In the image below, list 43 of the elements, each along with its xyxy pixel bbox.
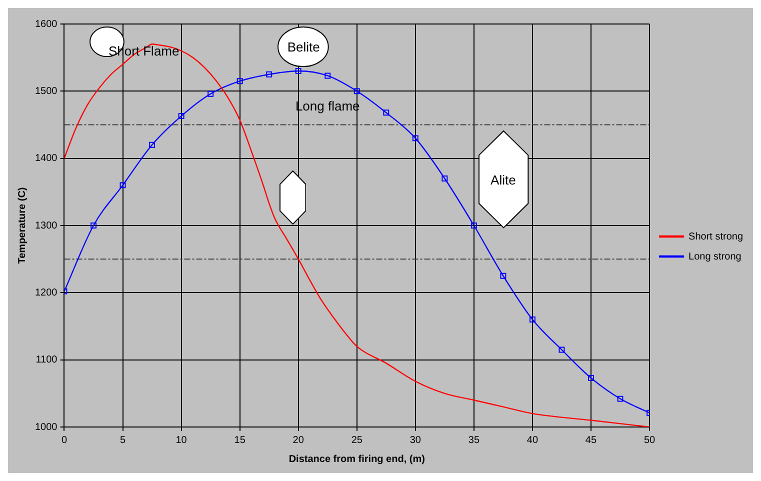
- point: [617, 396, 624, 402]
- point: [90, 222, 96, 228]
- x-tick-label: 25: [351, 434, 363, 446]
- annotation: Belite: [287, 39, 320, 54]
- point: [442, 176, 448, 182]
- x-tick-label: 35: [468, 434, 480, 446]
- x-tick-label: 15: [234, 434, 246, 446]
- point: [120, 182, 126, 188]
- x-tick-label: 50: [644, 434, 656, 446]
- x-tick-label: 20: [292, 434, 304, 446]
- point: [324, 72, 331, 79]
- y-axis-title: Temperature (C): [16, 187, 28, 264]
- x-tick-label: 30: [410, 434, 422, 446]
- legend-label: Short strong: [688, 231, 744, 242]
- legend-label: Long strong: [688, 251, 742, 262]
- y-tick-label: 1100: [36, 354, 58, 366]
- x-axis-title: Distance from firing end, (m): [288, 454, 425, 465]
- point: [588, 374, 594, 381]
- point: [383, 110, 390, 116]
- x-tick-label: 40: [526, 434, 538, 446]
- x-tick-label: 5: [120, 434, 126, 446]
- point: [558, 346, 565, 353]
- point: [266, 71, 272, 78]
- x-tick-label: 45: [585, 434, 597, 446]
- y-tick-label: 1600: [34, 18, 58, 30]
- point: [500, 272, 506, 279]
- point: [149, 142, 156, 148]
- point: [354, 88, 360, 94]
- point: [529, 316, 536, 323]
- x-tick-label: 0: [61, 434, 68, 446]
- annotation: Alite: [490, 172, 516, 188]
- y-tick-label: 1400: [34, 153, 58, 164]
- point: [412, 135, 418, 142]
- y-tick-label: 1500: [34, 86, 58, 97]
- y-tick-label: 1300: [34, 220, 58, 232]
- y-tick-label: 1200: [34, 287, 58, 298]
- point: [295, 68, 302, 74]
- y-tick-label: 1000: [34, 422, 58, 433]
- point: [178, 113, 184, 119]
- point: [470, 222, 477, 228]
- x-tick-label: 10: [176, 434, 188, 446]
- point: [236, 78, 243, 84]
- point: [208, 90, 214, 97]
